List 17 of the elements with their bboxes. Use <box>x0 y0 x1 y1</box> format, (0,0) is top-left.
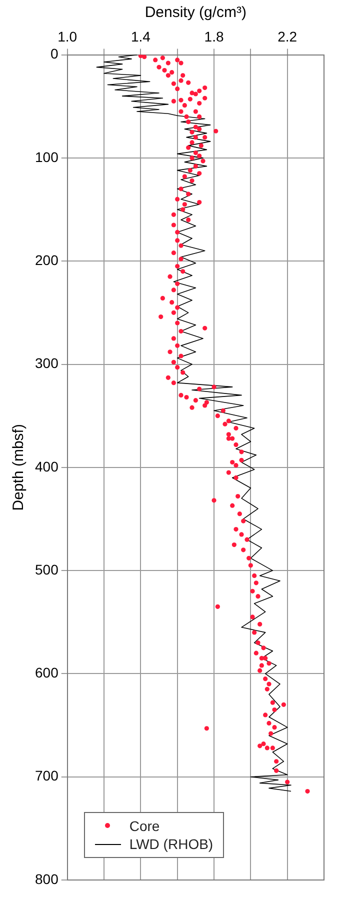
x-tick-label: 1.4 <box>130 28 151 44</box>
x-tick-label: 1.0 <box>58 28 78 44</box>
y-tick-label: 800 <box>35 870 59 887</box>
y-tick-label: 600 <box>35 664 59 681</box>
x-axis-title: Density (g/cm³) <box>144 4 247 22</box>
y-tick-label: 200 <box>35 252 59 268</box>
y-tick-label: 400 <box>35 458 59 474</box>
x-tick-label: 1.8 <box>204 28 224 44</box>
y-tick-label: 700 <box>35 768 59 784</box>
y-tick-label: 0 <box>50 46 59 62</box>
y-axis-title: Depth (mbsf) <box>10 424 28 511</box>
legend-label: LWD (RHOB) <box>129 836 214 852</box>
legend-label: Core <box>129 818 160 834</box>
x-tick-label: 2.2 <box>278 28 298 44</box>
y-tick-label: 300 <box>35 355 59 372</box>
y-tick-label: 100 <box>35 148 59 165</box>
y-tick-label: 500 <box>35 561 59 578</box>
